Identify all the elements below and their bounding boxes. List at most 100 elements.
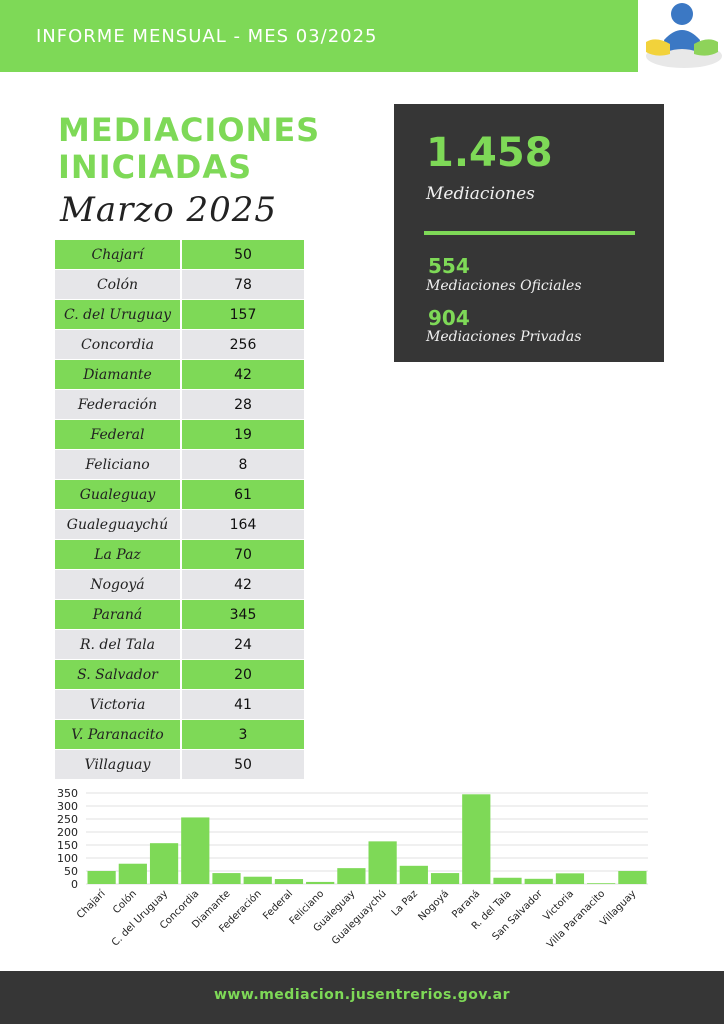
y-tick-label: 150 <box>57 839 78 852</box>
x-tick-label: Colón <box>110 888 139 917</box>
chart-bar <box>618 871 647 884</box>
mediations-table: Chajarí 50 Colón 78 C. del Uruguay 157 Concord… <box>55 240 304 780</box>
y-tick-label: 100 <box>57 852 78 865</box>
x-tick-label: Chajarí <box>74 887 108 921</box>
table-row: Villaguay 50 <box>55 749 304 780</box>
department-name: Chajarí <box>55 240 182 270</box>
total-count: 1.458 <box>426 130 553 176</box>
chart-bar <box>149 843 179 884</box>
header-bar <box>0 0 638 72</box>
chart-bar <box>587 883 616 884</box>
y-tick-label: 50 <box>64 865 78 878</box>
x-tick-label: Villa Paranacito <box>545 888 607 950</box>
department-name: La Paz <box>55 539 182 570</box>
chart-bar <box>337 868 366 884</box>
table-row: Diamante 42 <box>55 359 304 390</box>
department-name: Diamante <box>55 359 182 390</box>
chart-bar <box>524 878 553 884</box>
x-tick-label: Gualeguaychú <box>329 888 388 947</box>
oficiales-label: Mediaciones Oficiales <box>426 278 582 294</box>
department-name: C. del Uruguay <box>55 299 182 330</box>
department-name: Nogoyá <box>55 569 182 600</box>
table-row: Feliciano 8 <box>55 449 304 480</box>
department-name: Concordia <box>55 329 182 360</box>
department-name: Victoria <box>55 689 182 720</box>
headline-line2: INICIADAS <box>58 148 253 186</box>
table-row: C. del Uruguay 157 <box>55 299 304 330</box>
department-count: 256 <box>181 329 304 360</box>
table-row: Federación 28 <box>55 389 304 420</box>
summary-card: 1.458 Mediaciones 554 Mediaciones Oficia… <box>394 104 664 362</box>
department-count: 345 <box>181 599 304 630</box>
department-count: 41 <box>181 689 304 720</box>
y-tick-label: 200 <box>57 826 78 839</box>
table-row: R. del Tala 24 <box>55 629 304 660</box>
headline: MEDIACIONES INICIADAS <box>58 112 320 186</box>
department-name: R. del Tala <box>55 629 182 660</box>
chart-bar <box>368 841 397 884</box>
department-name: Colón <box>55 269 182 300</box>
chart-bar <box>462 794 491 884</box>
table-row: Gualeguaychú 164 <box>55 509 304 540</box>
footer-bar: www.mediacion.jusentrerios.gov.ar <box>0 971 724 1024</box>
department-count: 19 <box>181 419 304 450</box>
chart-bar <box>430 873 460 884</box>
table-row: La Paz 70 <box>55 539 304 570</box>
department-name: Villaguay <box>55 749 182 780</box>
department-name: Feliciano <box>55 449 182 480</box>
department-name: S. Salvador <box>55 659 182 690</box>
headline-month: Marzo 2025 <box>60 190 278 230</box>
privadas-count: 904 <box>428 306 470 330</box>
chart-bar <box>274 879 304 884</box>
chart-bar <box>243 876 272 884</box>
oficiales-count: 554 <box>428 254 470 278</box>
department-count: 70 <box>181 539 304 570</box>
department-count: 24 <box>181 629 304 660</box>
x-tick-label: C. del Uruguay <box>110 888 170 948</box>
mediation-logo <box>646 3 722 68</box>
table-row: Federal 19 <box>55 419 304 450</box>
department-name: V. Paranacito <box>55 719 182 750</box>
department-count: 42 <box>181 359 304 390</box>
chart-bar <box>493 877 522 884</box>
table-row: Victoria 41 <box>55 689 304 720</box>
chart-bar <box>212 873 241 884</box>
table-row: Paraná 345 <box>55 599 304 630</box>
y-tick-label: 0 <box>71 878 78 891</box>
department-count: 61 <box>181 479 304 510</box>
table-row: Chajarí 50 <box>55 240 304 270</box>
table-row: Nogoyá 42 <box>55 569 304 600</box>
x-tick-label: Nogoyá <box>416 888 451 923</box>
chart-bar <box>181 817 210 884</box>
y-tick-label: 350 <box>57 787 78 800</box>
chart-bar <box>118 863 147 884</box>
department-count: 3 <box>181 719 304 750</box>
department-count: 78 <box>181 269 304 300</box>
table-row: Gualeguay 61 <box>55 479 304 510</box>
chart-bar <box>87 871 116 884</box>
chart-bar <box>555 873 585 884</box>
y-tick-label: 250 <box>57 813 78 826</box>
department-count: 42 <box>181 569 304 600</box>
table-row: S. Salvador 20 <box>55 659 304 690</box>
department-count: 157 <box>181 299 304 330</box>
chart-bar <box>399 865 428 884</box>
total-label: Mediaciones <box>426 184 535 204</box>
summary-divider <box>424 231 635 235</box>
department-count: 50 <box>181 749 304 780</box>
department-name: Paraná <box>55 599 182 630</box>
website-link[interactable]: www.mediacion.jusentrerios.gov.ar <box>214 987 510 1003</box>
table-row: V. Paranacito 3 <box>55 719 304 750</box>
department-name: Gualeguay <box>55 479 182 510</box>
y-tick-label: 300 <box>57 800 78 813</box>
report-title: INFORME MENSUAL - MES 03/2025 <box>36 26 378 47</box>
department-count: 20 <box>181 659 304 690</box>
department-count: 8 <box>181 449 304 480</box>
table-row: Colón 78 <box>55 269 304 300</box>
department-count: 164 <box>181 509 304 540</box>
department-count: 50 <box>181 240 304 270</box>
department-count: 28 <box>181 389 304 420</box>
headline-line1: MEDIACIONES <box>58 111 321 149</box>
chart-bar <box>306 881 335 884</box>
